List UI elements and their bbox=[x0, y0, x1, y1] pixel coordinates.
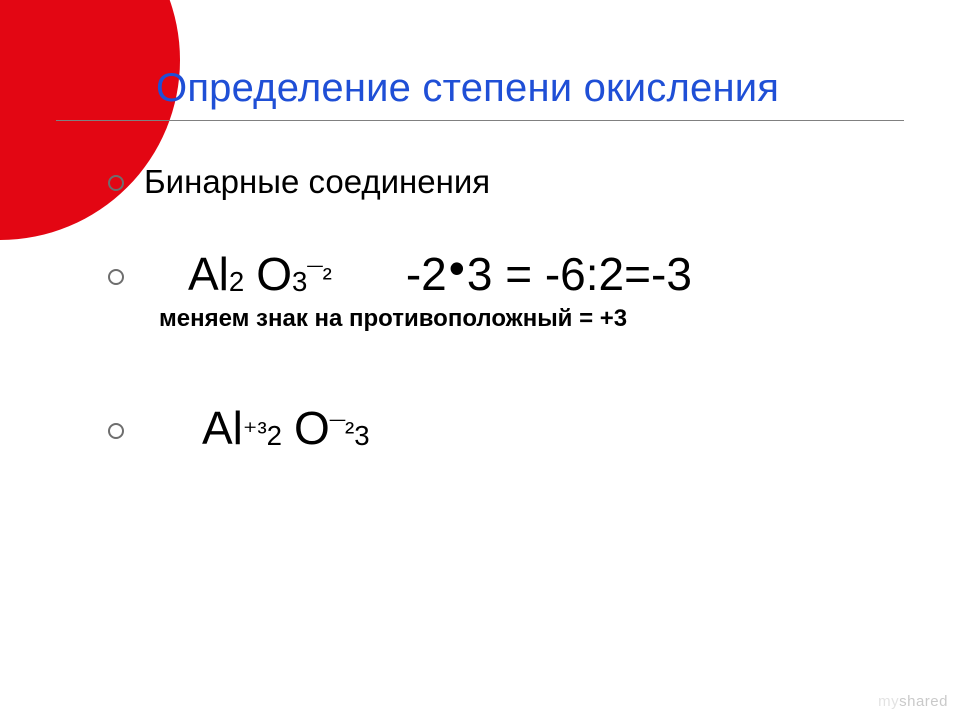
formula-line: Al 2 O 3 ¯² -2 • 3 = -6:2=-3 bbox=[144, 247, 692, 301]
calc-part: 3 = -6:2=-3 bbox=[467, 247, 692, 301]
superscript: ¯² bbox=[330, 416, 354, 448]
bullet-item-1: Бинарные соединения bbox=[108, 163, 904, 201]
element-al: Al bbox=[202, 401, 243, 455]
bullet-icon bbox=[108, 175, 124, 191]
slide: Определение степени окисления Бинарные с… bbox=[0, 0, 960, 720]
bullet-content: Al 2 O 3 ¯² -2 • 3 = -6:2=-3 меняем знак… bbox=[144, 247, 692, 333]
bullet-icon bbox=[108, 423, 124, 439]
bullet-text: Бинарные соединения bbox=[144, 163, 490, 201]
element-al: Al bbox=[188, 247, 229, 301]
watermark-part: shared bbox=[899, 693, 948, 710]
superscript: ⁺³ bbox=[243, 415, 267, 448]
subscript: 3 bbox=[292, 266, 307, 298]
watermark-part: my bbox=[878, 693, 899, 710]
bullet-item-2: Al 2 O 3 ¯² -2 • 3 = -6:2=-3 меняем знак… bbox=[108, 247, 904, 333]
formula-note: меняем знак на противоположный = +3 bbox=[144, 305, 692, 333]
calc-dot: • bbox=[447, 241, 467, 295]
watermark: myshared bbox=[878, 693, 948, 710]
slide-title: Определение степени окисления bbox=[56, 66, 904, 110]
formula-line: Al ⁺³ 2 O ¯² 3 bbox=[144, 401, 370, 455]
subscript: 2 bbox=[267, 420, 282, 452]
subscript: 3 bbox=[354, 420, 369, 452]
bullet-item-3: Al ⁺³ 2 O ¯² 3 bbox=[108, 401, 904, 455]
slide-body: Бинарные соединения Al 2 O 3 ¯² -2 • 3 =… bbox=[56, 121, 904, 455]
superscript: ¯² bbox=[307, 262, 331, 294]
element-o: O bbox=[294, 401, 330, 455]
bullet-icon bbox=[108, 269, 124, 285]
element-o: O bbox=[256, 247, 292, 301]
calc-part: -2 bbox=[406, 247, 447, 301]
subscript: 2 bbox=[229, 266, 244, 298]
